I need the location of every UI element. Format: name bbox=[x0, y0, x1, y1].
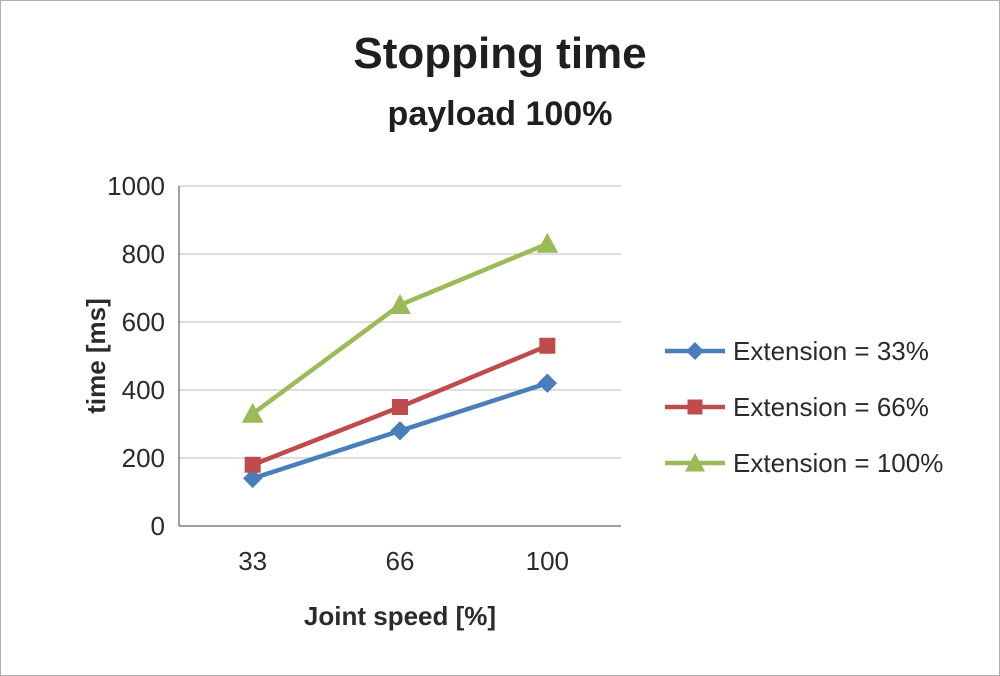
y-tick-label: 800 bbox=[122, 239, 165, 269]
legend: Extension = 33% Extension = 66% Extension … bbox=[663, 336, 943, 478]
triangle-marker bbox=[389, 293, 411, 314]
y-tick-label: 400 bbox=[122, 375, 165, 405]
legend-label: Extension = 100% bbox=[733, 447, 944, 478]
y-axis-title: time [ms] bbox=[81, 298, 111, 414]
x-tick-label: 100 bbox=[526, 546, 569, 576]
diamond-marker bbox=[537, 373, 558, 393]
diamond-marker bbox=[242, 468, 263, 489]
y-tick-label: 0 bbox=[151, 511, 165, 541]
legend-label: Extension = 33% bbox=[733, 335, 929, 366]
legend-marker-square-icon bbox=[665, 399, 725, 415]
series-line-2 bbox=[251, 241, 549, 416]
triangle-marker bbox=[536, 232, 559, 253]
square-marker bbox=[244, 456, 261, 473]
y-tick-label: 200 bbox=[122, 443, 165, 473]
legend-item-2: Extension = 100% bbox=[663, 448, 943, 478]
triangle-marker bbox=[241, 402, 264, 423]
chart-title: Stopping time bbox=[353, 29, 647, 78]
legend-marker-diamond-icon bbox=[665, 342, 725, 360]
y-tick-label: 600 bbox=[122, 307, 165, 337]
square-marker bbox=[392, 399, 408, 415]
x-tick-label: 66 bbox=[386, 546, 415, 576]
y-tick-label: 1000 bbox=[107, 171, 165, 201]
legend-label: Extension = 66% bbox=[733, 391, 929, 422]
legend-item-0: Extension = 33% bbox=[663, 336, 943, 366]
legend-marker-triangle-icon bbox=[665, 453, 725, 472]
x-tick-label: 33 bbox=[238, 546, 267, 576]
x-axis-title: Joint speed [%] bbox=[303, 601, 497, 631]
chart-subtitle: payload 100% bbox=[387, 95, 613, 133]
diamond-marker bbox=[390, 421, 410, 441]
legend-item-1: Extension = 66% bbox=[663, 392, 943, 422]
square-marker bbox=[539, 337, 556, 354]
